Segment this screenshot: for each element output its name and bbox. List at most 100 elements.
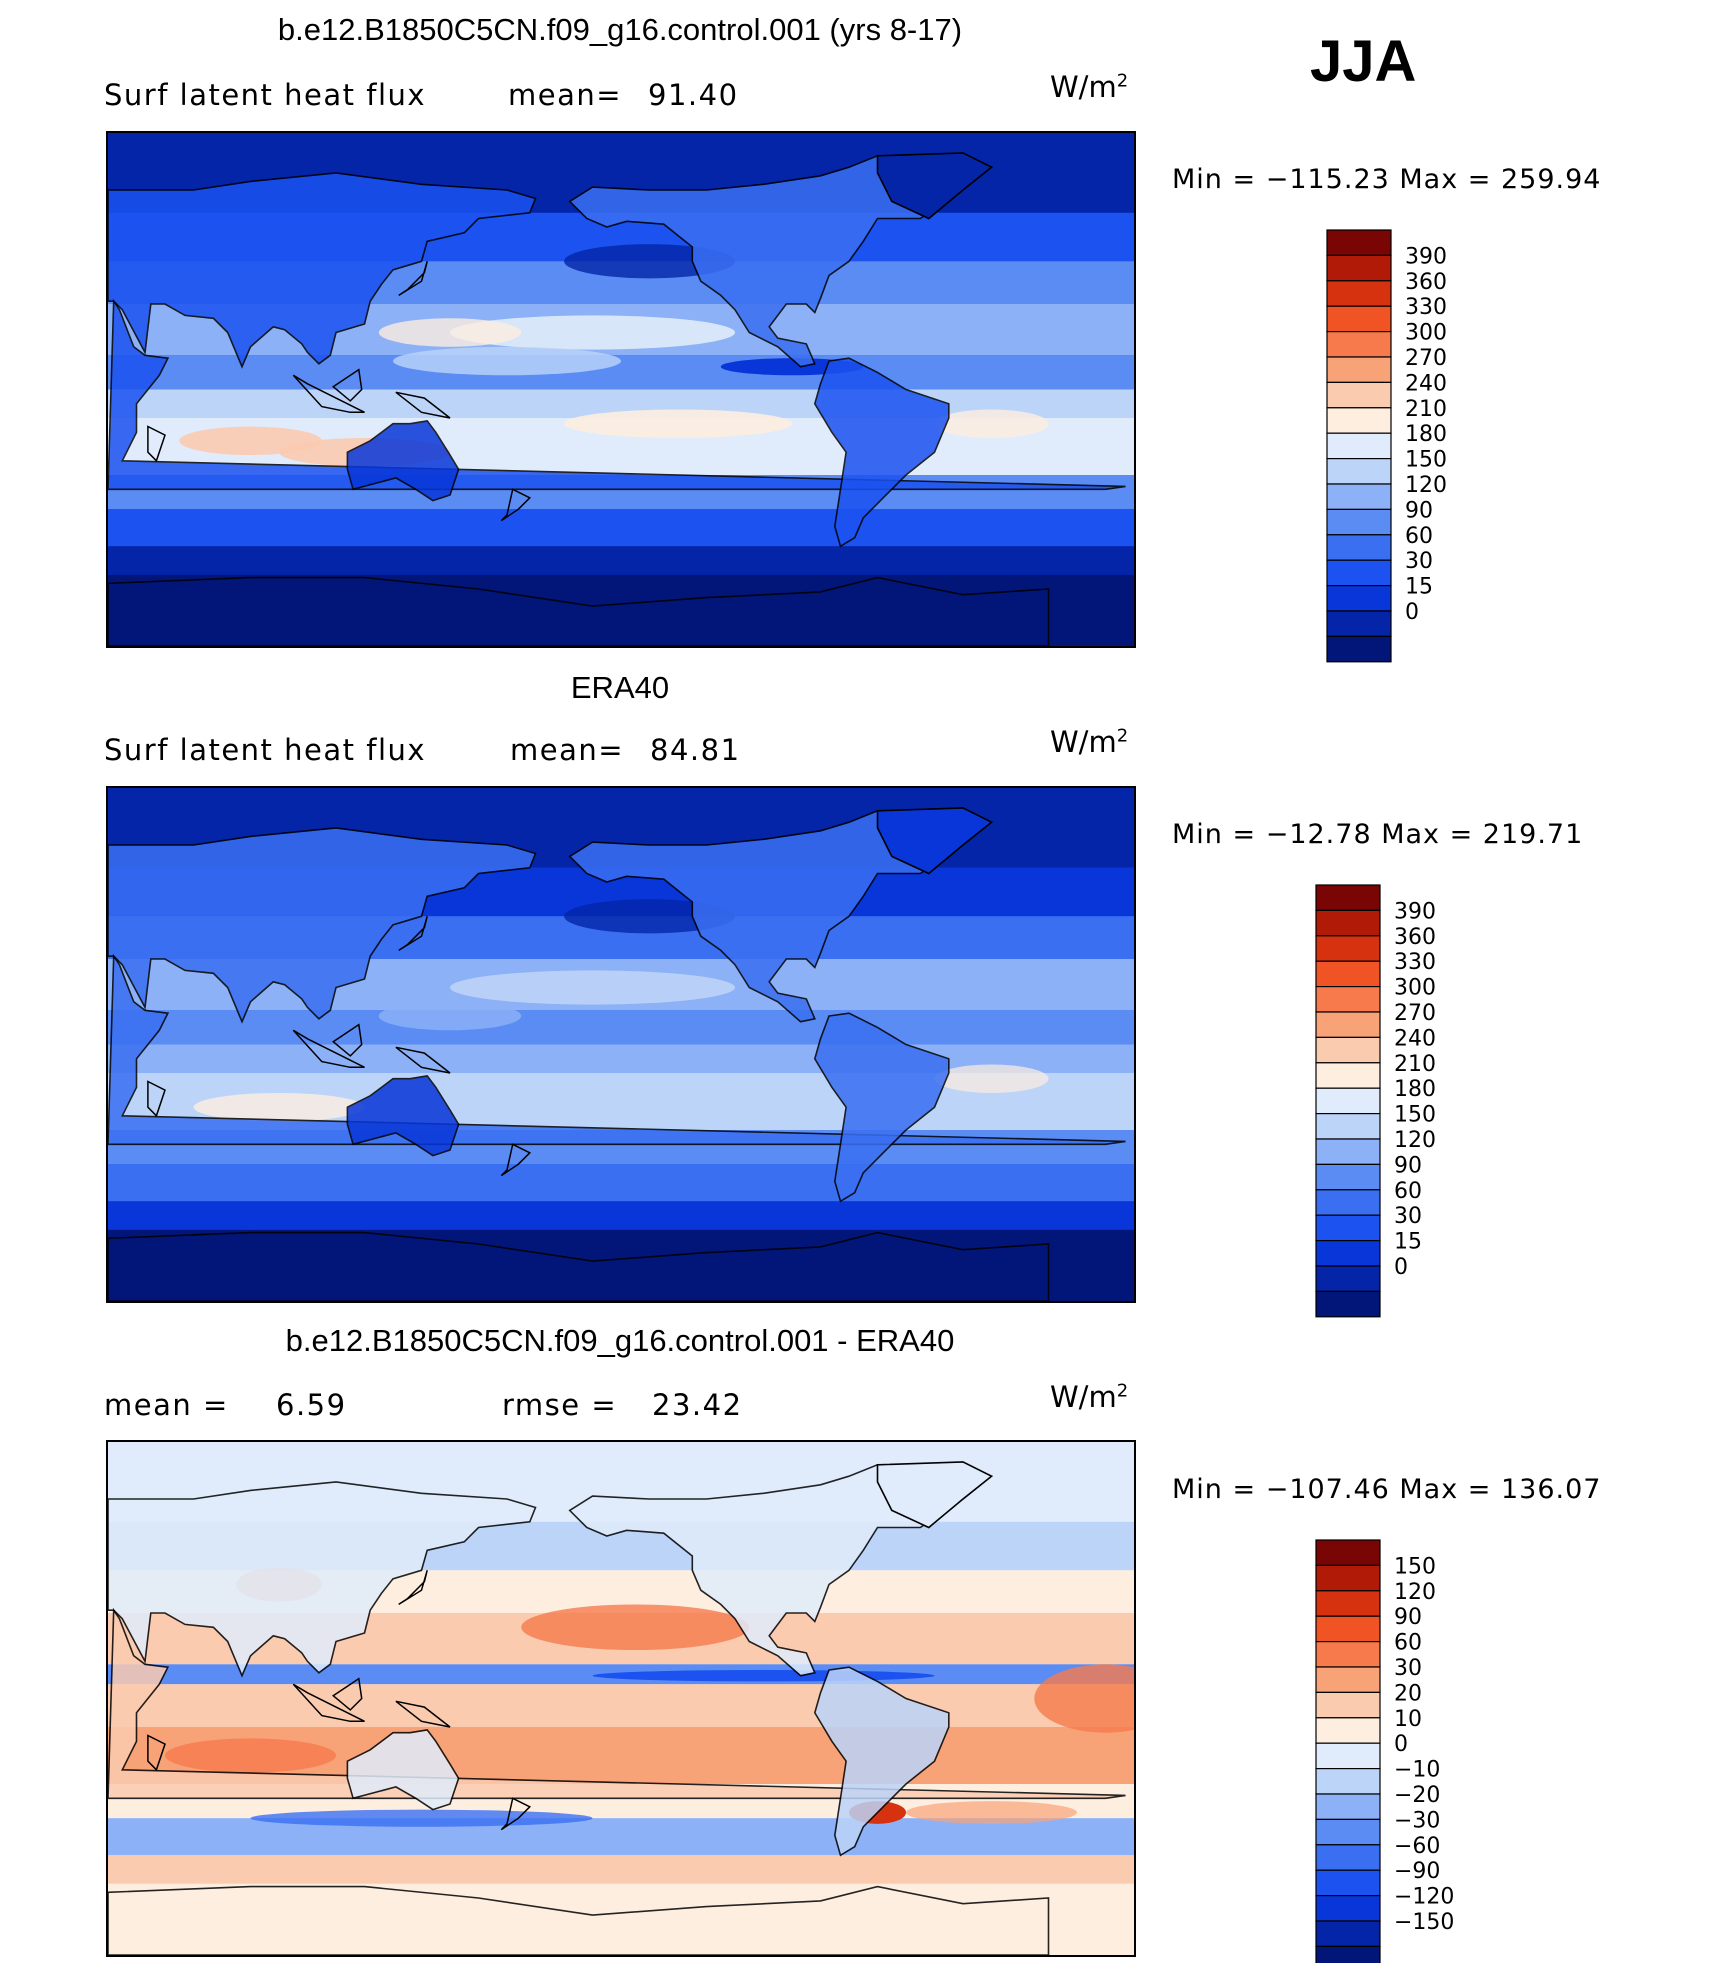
panel-2-variable: Surf latent heat flux xyxy=(104,733,427,767)
panel-3-colorbar-box xyxy=(1315,1768,1381,1795)
panel-2-mean-label: mean= xyxy=(510,733,625,767)
panel-1-colorbar-box xyxy=(1326,356,1392,383)
coastline-island xyxy=(398,261,428,297)
flux-region xyxy=(934,409,1049,438)
panel-1-title: b.e12.B1850C5CN.f09_g16.control.001 (yrs… xyxy=(277,12,963,47)
panel-2-mean-value: 84.81 xyxy=(650,733,741,767)
panel-1-colorbar-box xyxy=(1326,508,1392,536)
panel-3-colorbar-box xyxy=(1315,1691,1381,1719)
panel-3-mean-label: mean = xyxy=(104,1388,229,1422)
flux-region xyxy=(521,1604,750,1651)
flux-region xyxy=(393,346,621,376)
latitude-band xyxy=(108,1201,1134,1230)
panel-3-colorbar-box xyxy=(1315,1793,1381,1820)
coastline-island xyxy=(398,1570,428,1606)
flux-region xyxy=(592,1738,821,1773)
panel-2-colorbar-box xyxy=(1315,1011,1381,1038)
panel-1-map-svg xyxy=(108,133,1134,646)
coastline-africa xyxy=(108,1607,1126,1800)
panel-3-colorbar-box xyxy=(1315,1895,1381,1922)
panel-2-colorbar: 390 360 330 300 270 240 210 180 150 120 90 60 30 15 0 xyxy=(1315,884,1496,1318)
panel-1-mean-label: mean= xyxy=(508,78,623,112)
panel-3-colorbar-box xyxy=(1315,1920,1381,1947)
coastline-island xyxy=(292,374,365,414)
coastline-island xyxy=(292,1683,365,1723)
panel-1-colorbar-box xyxy=(1326,254,1392,282)
panel-1-colorbar-tick-label: 120 xyxy=(1405,473,1447,498)
season-label: JJA xyxy=(1310,29,1417,94)
panel-1-colorbar: 390 360 330 300 270 240 210 180 150 120 90 60 30 15 0 xyxy=(1326,229,1507,663)
panel-1-colorbar-box xyxy=(1326,458,1392,485)
panel-3-colorbar: 150 120 90 60 30 20 10 0 −10 −20 −30 −60 −90 −120 −150 xyxy=(1315,1539,1496,1963)
panel-3-colorbar-tick-label: −60 xyxy=(1394,1834,1440,1859)
coastline-eurasia xyxy=(108,827,537,1024)
panel-3-colorbar-tick-label: 0 xyxy=(1394,1732,1408,1757)
coastline-island xyxy=(147,1080,166,1118)
panel-2-colorbar-box xyxy=(1315,985,1381,1013)
flux-region xyxy=(378,1001,522,1031)
panel-3-colorbar-box xyxy=(1315,1844,1381,1871)
coastline-island xyxy=(147,1734,166,1772)
coastline-island xyxy=(395,1700,451,1728)
panel-1-colorbar-box xyxy=(1326,305,1392,333)
panel-3-mean-value: 6.59 xyxy=(276,1388,347,1422)
panel-3-colorbar-tick-label: −150 xyxy=(1394,1910,1454,1935)
flux-region xyxy=(193,1092,365,1122)
panel-2-colorbar-tick-label: 60 xyxy=(1394,1179,1422,1204)
panel-2-title: ERA40 xyxy=(570,670,670,705)
coastline-island xyxy=(395,391,451,419)
coastline-samerica xyxy=(813,1012,950,1203)
flux-region xyxy=(250,1809,593,1827)
coastline-greenland xyxy=(876,152,993,220)
panel-2-colorbar-tick-label: 240 xyxy=(1394,1026,1436,1051)
panel-1-colorbar-tick-label: 210 xyxy=(1405,397,1447,422)
panel-2-colorbar-box xyxy=(1315,1036,1381,1064)
coastline-samerica xyxy=(813,357,950,548)
panel-1-colorbar-tick-label: 330 xyxy=(1405,295,1447,320)
flux-region xyxy=(179,426,322,456)
panel-1-colorbar-box xyxy=(1326,585,1392,612)
panel-1-colorbar-box xyxy=(1326,610,1392,637)
panel-3-colorbar-tick-label: 120 xyxy=(1394,1580,1436,1605)
flux-region xyxy=(906,1801,1077,1824)
coastline-australia xyxy=(346,420,460,502)
latitude-band xyxy=(108,1010,1134,1045)
panel-2-colorbar-box xyxy=(1315,884,1381,911)
coastline-island xyxy=(398,916,428,952)
panel-3-colorbar-box xyxy=(1315,1539,1381,1566)
panel-3-colorbar-box xyxy=(1315,1869,1381,1897)
latitude-band xyxy=(108,1855,1134,1884)
flux-region xyxy=(592,1670,935,1682)
panel-2-colorbar-box xyxy=(1315,909,1381,937)
panel-1-colorbar-tick-label: 240 xyxy=(1405,371,1447,396)
panel-2-colorbar-box xyxy=(1315,1265,1381,1292)
panel-1-mean-value: 91.40 xyxy=(648,78,739,112)
panel-3-colorbar-box xyxy=(1315,1742,1381,1770)
panel-1-colorbar-tick-label: 0 xyxy=(1405,600,1419,625)
panel-2-units: W/m2 xyxy=(1050,725,1129,759)
latitude-band xyxy=(108,1164,1134,1202)
latitude-band xyxy=(108,509,1134,547)
panel-2-colorbar-box xyxy=(1315,1290,1381,1318)
coastline-namerica xyxy=(568,810,994,1023)
coastline-africa xyxy=(108,298,1126,491)
panel-1-colorbar-tick-label: 270 xyxy=(1405,346,1447,371)
flux-region xyxy=(378,318,522,347)
panel-2-colorbar-tick-label: 0 xyxy=(1394,1255,1408,1280)
panel-2-colorbar-tick-label: 120 xyxy=(1394,1128,1436,1153)
flux-region xyxy=(165,1738,336,1773)
panel-3-rmse-label: rmse = xyxy=(502,1388,618,1422)
panel-1-colorbar-box xyxy=(1326,534,1392,561)
flux-region xyxy=(934,1064,1049,1093)
panel-3-colorbar-tick-label: −10 xyxy=(1394,1758,1440,1783)
panel-3-colorbar-tick-label: −20 xyxy=(1394,1783,1440,1808)
panel-2-colorbar-box xyxy=(1315,1062,1381,1089)
latitude-band xyxy=(108,1818,1134,1856)
panel-1-colorbar-tick-label: 30 xyxy=(1405,549,1433,574)
panel-2-colorbar-box xyxy=(1315,1087,1381,1115)
panel-3-colorbar-tick-label: −30 xyxy=(1394,1808,1440,1833)
panel-2-colorbar-tick-label: 390 xyxy=(1394,899,1436,924)
panel-3-colorbar-box xyxy=(1315,1818,1381,1846)
